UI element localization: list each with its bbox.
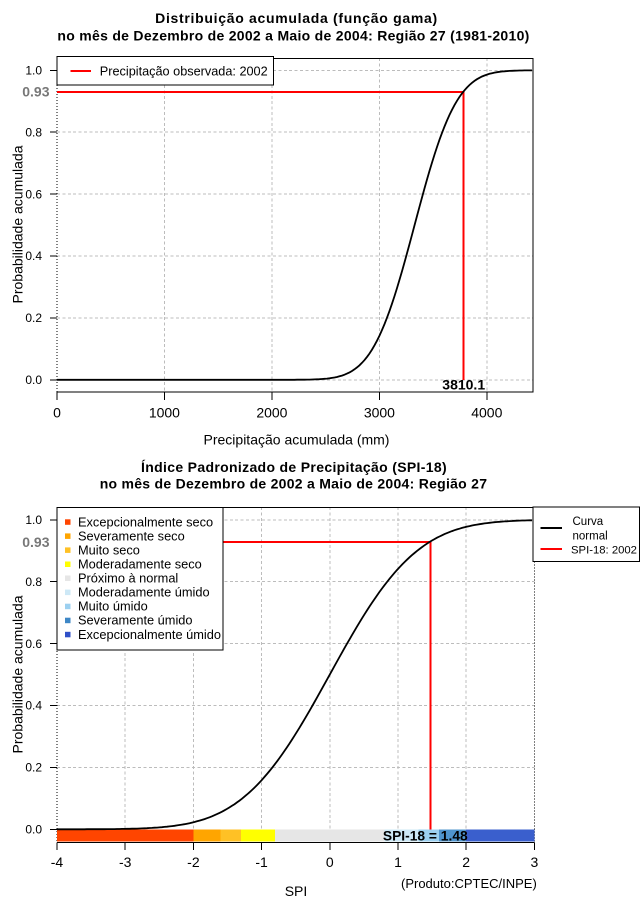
svg-text:no mês de Dezembro de 2002 a M: no mês de Dezembro de 2002 a Maio de 200… — [57, 28, 529, 44]
svg-text:1.0: 1.0 — [25, 64, 42, 78]
svg-text:0: 0 — [326, 854, 334, 870]
svg-text:0.8: 0.8 — [25, 125, 42, 139]
svg-text:0.4: 0.4 — [25, 699, 42, 713]
svg-text:Distribuição acumulada (função: Distribuição acumulada (função gama) — [155, 10, 438, 26]
svg-text:-4: -4 — [51, 854, 64, 870]
svg-text:Índice Padronizado de Precipit: Índice Padronizado de Precipitação (SPI-… — [141, 459, 447, 475]
svg-text:4000: 4000 — [471, 405, 502, 421]
svg-text:no mês de Dezembro de 2002 a M: no mês de Dezembro de 2002 a Maio de 200… — [100, 476, 488, 492]
svg-text:Curva: Curva — [573, 516, 604, 528]
svg-text:Severamente seco: Severamente seco — [78, 528, 185, 543]
svg-text:SPI-18 = 1.48: SPI-18 = 1.48 — [383, 828, 468, 843]
svg-text:Moderadamente seco: Moderadamente seco — [78, 557, 202, 572]
svg-text:Excepcionalmente úmido: Excepcionalmente úmido — [78, 627, 221, 642]
svg-text:0.2: 0.2 — [25, 311, 42, 325]
svg-text:SPI-18: 2002: SPI-18: 2002 — [571, 545, 637, 557]
svg-text:Probabilidade acumulada: Probabilidade acumulada — [10, 595, 26, 753]
svg-text:Muito seco: Muito seco — [78, 542, 140, 557]
svg-text:Precipitação observada: 2002: Precipitação observada: 2002 — [100, 64, 268, 78]
svg-text:0.2: 0.2 — [25, 761, 42, 775]
svg-text:Moderadamente úmido: Moderadamente úmido — [78, 585, 210, 600]
svg-text:Severamente úmido: Severamente úmido — [78, 613, 193, 628]
svg-text:3: 3 — [531, 854, 539, 870]
svg-text:Probabilidade acumulada: Probabilidade acumulada — [10, 145, 26, 303]
svg-text:1000: 1000 — [149, 405, 180, 421]
svg-text:2000: 2000 — [256, 405, 287, 421]
svg-text:0.6: 0.6 — [25, 187, 42, 201]
svg-text:SPI: SPI — [285, 883, 308, 899]
svg-text:0.93: 0.93 — [22, 84, 49, 100]
svg-text:Muito úmido: Muito úmido — [78, 599, 148, 614]
svg-text:0.0: 0.0 — [25, 823, 42, 837]
svg-text:0.4: 0.4 — [25, 249, 42, 263]
svg-text:3810.1: 3810.1 — [442, 377, 485, 393]
svg-text:(Produto:CPTEC/INPE): (Produto:CPTEC/INPE) — [401, 876, 537, 891]
svg-text:0.93: 0.93 — [22, 534, 49, 550]
svg-text:Precipitação acumulada (mm): Precipitação acumulada (mm) — [204, 432, 390, 448]
svg-text:normal: normal — [573, 531, 608, 543]
svg-text:1: 1 — [394, 854, 402, 870]
svg-text:-1: -1 — [255, 854, 268, 870]
svg-text:3000: 3000 — [364, 405, 395, 421]
svg-text:2: 2 — [462, 854, 470, 870]
svg-text:-2: -2 — [187, 854, 200, 870]
svg-text:-3: -3 — [119, 854, 132, 870]
svg-text:Excepcionalmente seco: Excepcionalmente seco — [78, 514, 213, 529]
svg-text:0.6: 0.6 — [25, 637, 42, 651]
svg-text:0.8: 0.8 — [25, 575, 42, 589]
svg-text:0.0: 0.0 — [25, 373, 42, 387]
svg-text:Próximo à normal: Próximo à normal — [78, 571, 178, 586]
svg-text:1.0: 1.0 — [25, 513, 42, 527]
svg-text:0: 0 — [53, 405, 61, 421]
